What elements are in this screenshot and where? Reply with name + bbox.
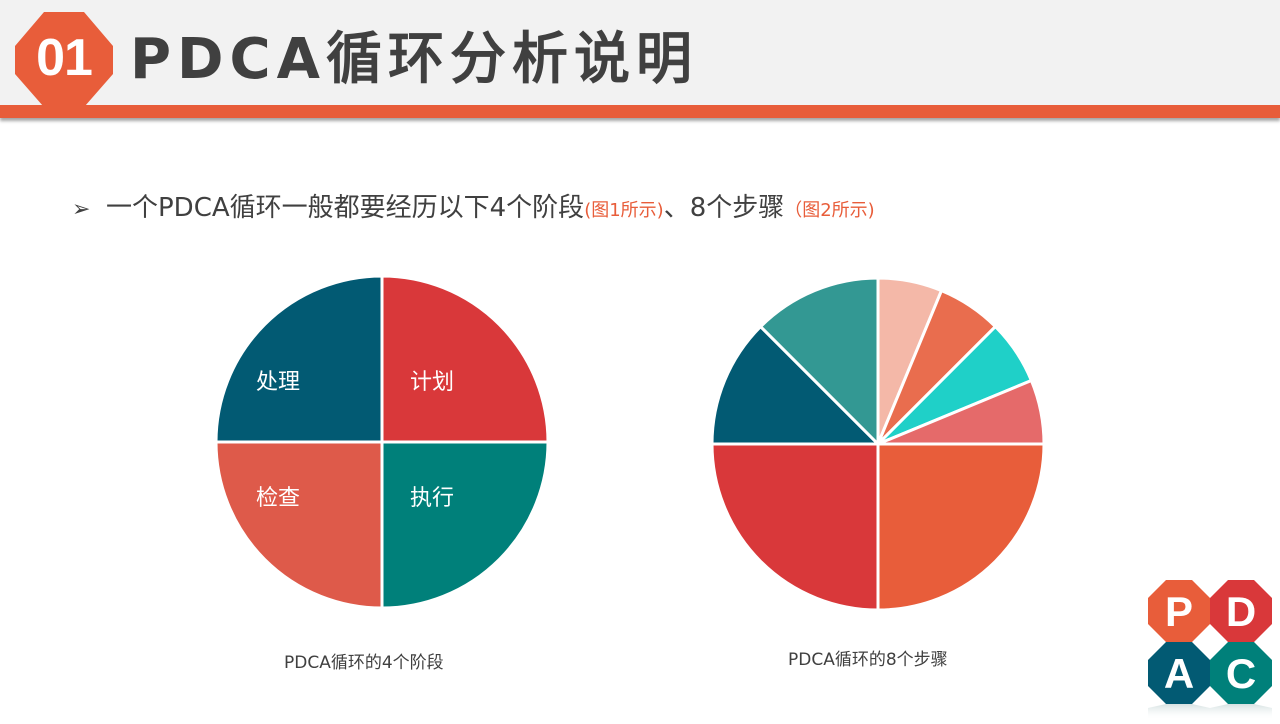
chart2-caption: PDCA循环的8个步骤 — [788, 650, 948, 670]
label-check: 检查 — [256, 486, 301, 511]
pie-chart-4-phases: 处理 计划 检查 执行 — [214, 274, 550, 610]
figure-ref-2: （图2所示) — [784, 200, 875, 221]
pie-chart-8-steps — [710, 276, 1046, 612]
logo-p-octagon — [1148, 580, 1210, 642]
logo-letter-p: P — [1164, 588, 1193, 635]
logo-letter-d: D — [1225, 588, 1257, 635]
bullet-point: ➢ 一个PDCA循环一般都要经历以下4个阶段(图1所示)、8个步骤（图2所示) — [72, 190, 875, 229]
chart1-caption: PDCA循环的4个阶段 — [284, 653, 444, 673]
logo-c-octagon — [1210, 642, 1272, 704]
pdca-logo: P D A C — [1148, 580, 1272, 720]
label-act: 处理 — [256, 370, 301, 395]
header-band — [0, 0, 1280, 106]
bullet-text: 一个PDCA循环一般都要经历以下4个阶段 — [106, 193, 585, 223]
header-underline-bar — [0, 105, 1280, 118]
slice-step-6 — [710, 442, 880, 612]
figure-ref-1: (图1所示) — [584, 200, 664, 221]
logo-letter-c: C — [1225, 650, 1257, 697]
slice-step-5 — [876, 442, 1046, 612]
label-do: 执行 — [410, 486, 455, 511]
bullet-text-steps: 、8个步骤 — [663, 193, 785, 223]
arrow-bullet-icon: ➢ — [72, 197, 91, 222]
section-number: 01 — [36, 29, 93, 87]
logo-d-octagon — [1210, 580, 1272, 642]
slice-step-7 — [710, 324, 882, 446]
slice-act — [214, 274, 384, 444]
slice-check — [214, 440, 384, 610]
label-plan: 计划 — [410, 370, 455, 395]
slice-plan — [380, 274, 550, 444]
section-number-badge — [15, 12, 113, 106]
logo-letter-a: A — [1163, 650, 1195, 697]
page-title: PDCA循环分析说明 — [130, 27, 698, 92]
logo-a-octagon — [1148, 642, 1210, 704]
slice-step-8 — [758, 276, 880, 448]
slice-do — [380, 440, 550, 610]
